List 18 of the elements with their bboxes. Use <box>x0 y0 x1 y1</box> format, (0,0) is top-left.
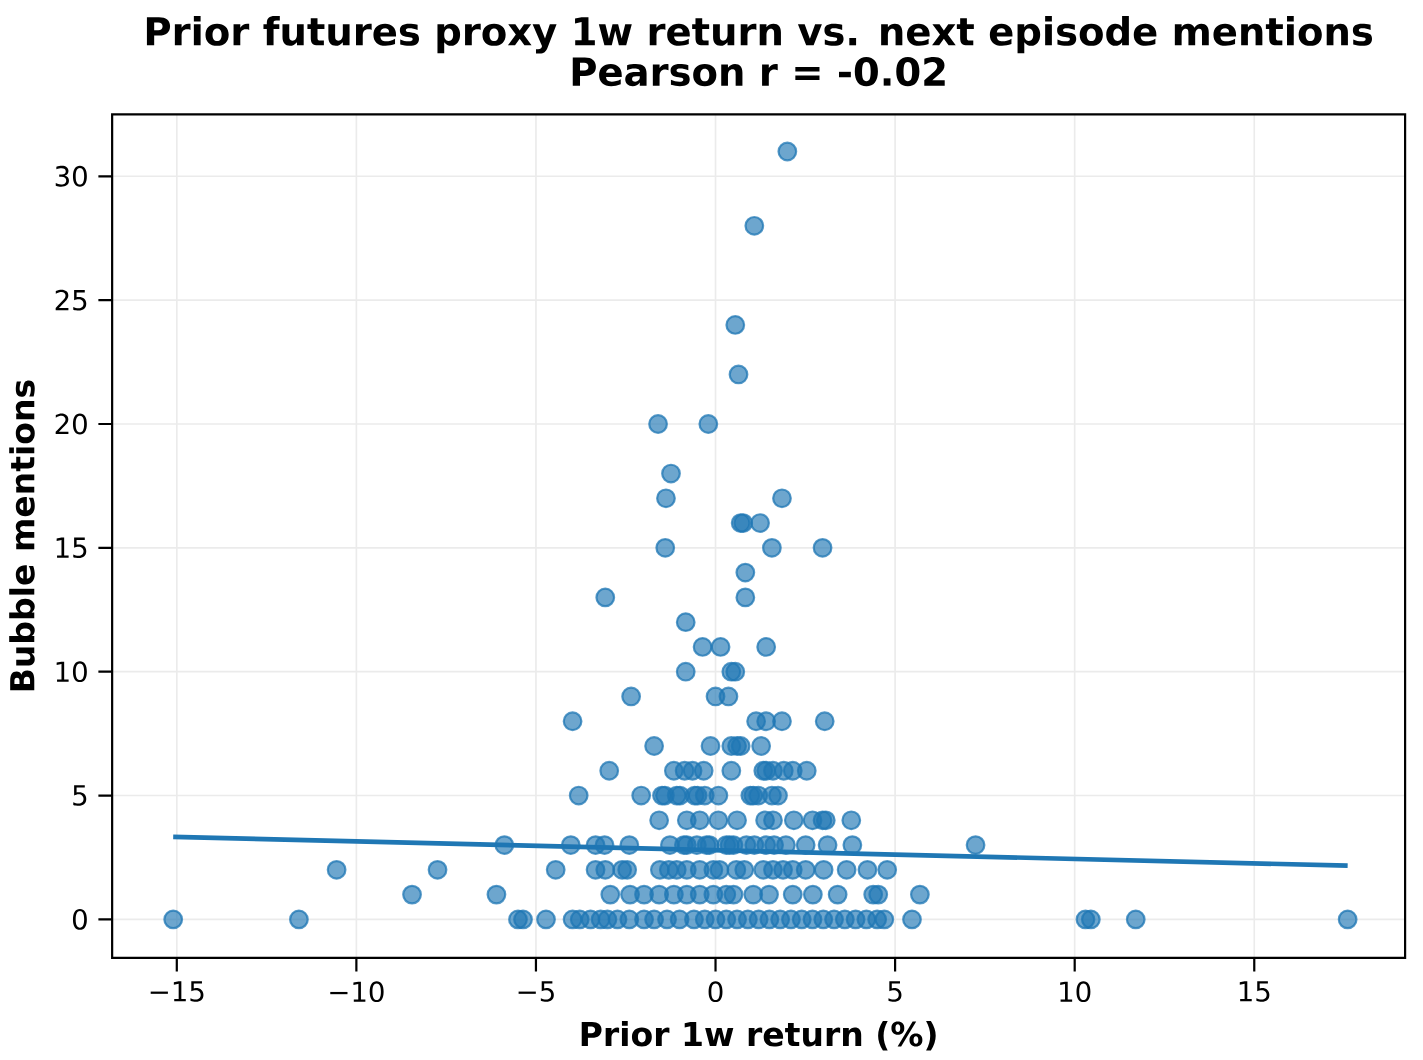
y-tick-label: 20 <box>55 413 87 435</box>
y-tick-label: 30 <box>55 166 87 187</box>
chart-subtitle: Pearson r = -0.02 <box>572 57 945 87</box>
y-axis-title: Bubble mentions <box>9 380 35 691</box>
x-tick-label: −10 <box>330 981 384 1003</box>
x-axis-title: Prior 1w return (%) <box>581 1021 936 1051</box>
x-tick-label: −5 <box>518 981 554 1002</box>
x-tick-label: −15 <box>150 981 204 1002</box>
y-tick-label: 5 <box>73 785 87 806</box>
x-tick-label: 0 <box>708 981 723 1003</box>
x-tick-label: 15 <box>1239 981 1270 1002</box>
chart-title: Prior futures proxy 1w return vs. next episode mentions <box>146 16 1373 54</box>
y-tick-label: 15 <box>56 537 87 559</box>
x-tick-label: 10 <box>1060 981 1091 1003</box>
y-tick-label: 25 <box>55 289 87 311</box>
x-tick-label: 5 <box>888 981 902 1002</box>
y-tick-label: 0 <box>72 909 87 930</box>
y-tick-label: 10 <box>56 661 87 683</box>
